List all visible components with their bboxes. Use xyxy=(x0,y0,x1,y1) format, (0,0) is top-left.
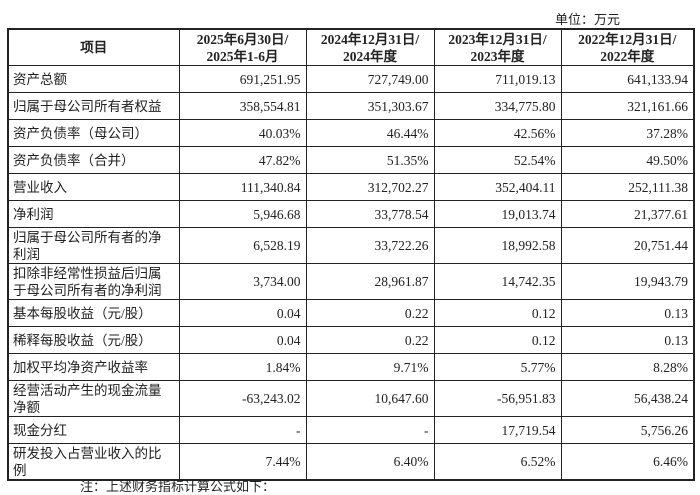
cell-value: 111,340.84 xyxy=(178,173,307,201)
cell-value: 0.12 xyxy=(433,299,562,327)
table-row: 净利润 5,946.68 33,778.54 19,013.74 21,377.61 xyxy=(7,200,695,228)
cell-value: 0.13 xyxy=(560,326,695,354)
table-header-row: 项目 2025年6月30日/ 2025年1-6月 2024年12月31日/ 2024… xyxy=(7,28,695,66)
table-row: 扣除非经常性损益后归属于母公司所有者的净利润 3,734.00 28,961.87 1… xyxy=(7,263,695,300)
row-label: 现金分红 xyxy=(7,416,180,444)
row-label: 归属于母公司所有者权益 xyxy=(7,92,180,120)
table-row: 经营活动产生的现金流量净额 -63,243.02 10,647.60 -56,951.… xyxy=(7,380,695,417)
cell-value: 6.46% xyxy=(560,443,695,481)
cell-value: 10,647.60 xyxy=(305,380,435,417)
cell-value: 33,722.26 xyxy=(305,227,435,264)
cell-value: 5,946.68 xyxy=(178,200,307,228)
table-row: 基本每股收益（元/股） 0.04 0.22 0.12 0.13 xyxy=(7,299,695,327)
cell-value: 8.28% xyxy=(560,353,695,381)
cell-value: 351,303.67 xyxy=(305,92,435,120)
table-row: 资产负债率（合并） 47.82% 51.35% 52.54% 49.50% xyxy=(7,146,695,174)
cell-value: 20,751.44 xyxy=(560,227,695,264)
cell-value: 49.50% xyxy=(560,146,695,174)
row-label: 加权平均净资产收益率 xyxy=(7,353,180,381)
cell-value: 17,719.54 xyxy=(433,416,562,444)
cell-value: 18,992.58 xyxy=(433,227,562,264)
cell-value: 252,111.38 xyxy=(560,173,695,201)
cell-value: 0.22 xyxy=(305,326,435,354)
row-label: 经营活动产生的现金流量净额 xyxy=(7,380,180,417)
cell-value: 9.71% xyxy=(305,353,435,381)
row-label: 扣除非经常性损益后归属于母公司所有者的净利润 xyxy=(7,263,180,300)
cell-value: 727,749.00 xyxy=(305,65,435,93)
financial-data-table: 项目 2025年6月30日/ 2025年1-6月 2024年12月31日/ 2024… xyxy=(7,28,695,481)
header-period: 2023年12月31日/ 2023年度 xyxy=(433,28,562,66)
cell-value: 42.56% xyxy=(433,119,562,147)
cell-value: 56,438.24 xyxy=(560,380,695,417)
cell-value: 358,554.81 xyxy=(178,92,307,120)
row-label: 归属于母公司所有者的净利润 xyxy=(7,227,180,264)
cell-value: 51.35% xyxy=(305,146,435,174)
row-label: 资产总额 xyxy=(7,65,180,93)
cell-value: 47.82% xyxy=(178,146,307,174)
cell-value: 46.44% xyxy=(305,119,435,147)
table-row: 加权平均净资产收益率 1.84% 9.71% 5.77% 8.28% xyxy=(7,353,695,381)
cell-value: 52.54% xyxy=(433,146,562,174)
cell-value: 28,961.87 xyxy=(305,263,435,300)
cell-value: 37.28% xyxy=(560,119,695,147)
cell-value: 19,013.74 xyxy=(433,200,562,228)
row-label: 研发投入占营业收入的比例 xyxy=(7,443,180,481)
table-row: 资产总额 691,251.95 727,749.00 711,019.13 641,13… xyxy=(7,65,695,93)
row-label: 稀释每股收益（元/股） xyxy=(7,326,180,354)
cell-value: 711,019.13 xyxy=(433,65,562,93)
cell-value: 6,528.19 xyxy=(178,227,307,264)
row-label: 基本每股收益（元/股） xyxy=(7,299,180,327)
header-period: 2025年6月30日/ 2025年1-6月 xyxy=(178,28,307,66)
cell-value: - xyxy=(178,416,307,444)
footnote: 注：上述财务指标计算公式如下： xyxy=(80,479,276,494)
cell-value: -56,951.83 xyxy=(433,380,562,417)
table-row: 归属于母公司所有者的净利润 6,528.19 33,722.26 18,992.58 2… xyxy=(7,227,695,264)
cell-value: 6.40% xyxy=(305,443,435,481)
cell-value: 21,377.61 xyxy=(560,200,695,228)
cell-value: 3,734.00 xyxy=(178,263,307,300)
row-label: 资产负债率（母公司） xyxy=(7,119,180,147)
header-period: 2024年12月31日/ 2024年度 xyxy=(305,28,435,66)
cell-value: 0.12 xyxy=(433,326,562,354)
cell-value: -63,243.02 xyxy=(178,380,307,417)
cell-value: 7.44% xyxy=(178,443,307,481)
table-row: 营业收入 111,340.84 312,702.27 352,404.11 252,11… xyxy=(7,173,695,201)
cell-value: 691,251.95 xyxy=(178,65,307,93)
cell-value: 14,742.35 xyxy=(433,263,562,300)
table-row: 稀释每股收益（元/股） 0.04 0.22 0.12 0.13 xyxy=(7,326,695,354)
cell-value: - xyxy=(305,416,435,444)
header-item: 项目 xyxy=(7,28,180,66)
table-row: 现金分红 - -17,719.54 5,756.26 xyxy=(7,416,695,444)
table-row: 资产负债率（母公司） 40.03% 46.44% 42.56% 37.28% xyxy=(7,119,695,147)
header-period: 2022年12月31日/ 2022年度 xyxy=(560,28,695,66)
cell-value: 0.04 xyxy=(178,326,307,354)
cell-value: 40.03% xyxy=(178,119,307,147)
unit-label: 单位：万元 xyxy=(554,12,620,27)
cell-value: 312,702.27 xyxy=(305,173,435,201)
cell-value: 352,404.11 xyxy=(433,173,562,201)
table-row: 研发投入占营业收入的比例 7.44% 6.40% 6.52% 6.46% xyxy=(7,443,695,481)
cell-value: 321,161.66 xyxy=(560,92,695,120)
cell-value: 5.77% xyxy=(433,353,562,381)
cell-value: 5,756.26 xyxy=(560,416,695,444)
table-row: 归属于母公司所有者权益 358,554.81 351,303.67 334,775.8… xyxy=(7,92,695,120)
cell-value: 0.22 xyxy=(305,299,435,327)
row-label: 资产负债率（合并） xyxy=(7,146,180,174)
row-label: 营业收入 xyxy=(7,173,180,201)
cell-value: 641,133.94 xyxy=(560,65,695,93)
cell-value: 19,943.79 xyxy=(560,263,695,300)
cell-value: 1.84% xyxy=(178,353,307,381)
cell-value: 6.52% xyxy=(433,443,562,481)
cell-value: 0.04 xyxy=(178,299,307,327)
cell-value: 0.13 xyxy=(560,299,695,327)
row-label: 净利润 xyxy=(7,200,180,228)
cell-value: 334,775.80 xyxy=(433,92,562,120)
cell-value: 33,778.54 xyxy=(305,200,435,228)
